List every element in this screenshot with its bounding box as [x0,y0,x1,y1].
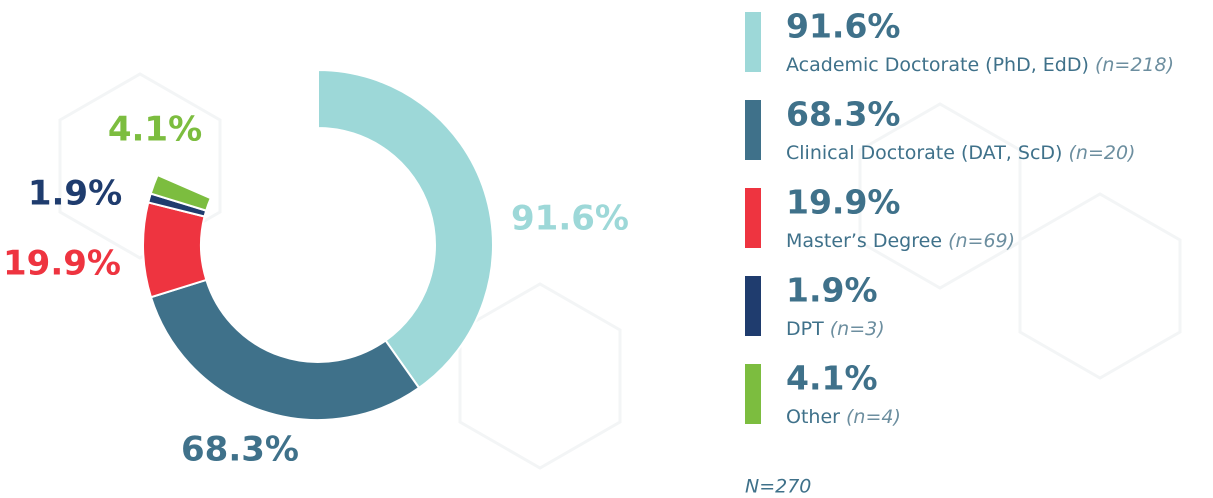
legend-n: (n=69) [948,230,1015,252]
legend-swatch [745,100,761,160]
legend-value: 4.1% [786,359,878,398]
legend-value: 19.9% [786,183,901,222]
legend-n: (n=3) [830,318,885,340]
legend-label: DPT (n=3) [786,318,885,340]
legend-swatch [745,364,761,424]
legend-n: (n=218) [1095,54,1174,76]
donut-segment [149,173,213,212]
donut-segment [317,68,494,390]
segment-label: 68.3% [181,430,299,470]
legend-label: Other (n=4) [786,406,901,428]
legend-label: Master’s Degree (n=69) [786,230,1015,252]
footnote: N=270 [745,476,811,498]
donut-segment [149,278,421,421]
legend-name: Clinical Doctorate (DAT, ScD) [786,142,1062,164]
legend-swatch [745,276,761,336]
legend-n: (n=20) [1068,142,1135,164]
legend-name: Other [786,406,840,428]
segment-label: 4.1% [108,110,202,150]
legend-n: (n=4) [846,406,901,428]
legend-value: 91.6% [786,7,901,46]
legend-value: 68.3% [786,95,901,134]
segment-label: 1.9% [28,174,122,214]
legend-label: Clinical Doctorate (DAT, ScD) (n=20) [786,142,1135,164]
legend-label: Academic Doctorate (PhD, EdD) (n=218) [786,54,1174,76]
legend-swatch [745,12,761,72]
legend-value: 1.9% [786,271,878,310]
legend-name: Academic Doctorate (PhD, EdD) [786,54,1089,76]
legend-swatch [745,188,761,248]
background-pattern [58,72,1182,470]
legend-name: Master’s Degree [786,230,942,252]
donut-segment [142,201,208,299]
legend-name: DPT [786,318,824,340]
segment-label: 91.6% [511,199,629,239]
segment-label: 19.9% [3,244,121,284]
